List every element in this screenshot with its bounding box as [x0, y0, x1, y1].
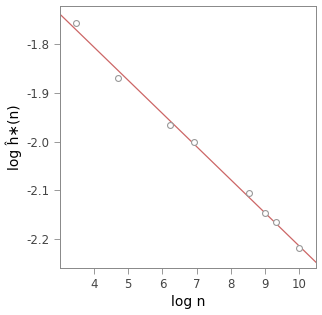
X-axis label: log n: log n [171, 295, 205, 309]
Y-axis label: log ĥ∗(n): log ĥ∗(n) [5, 104, 22, 169]
Point [274, 219, 279, 224]
Point [262, 210, 268, 215]
Point [246, 191, 251, 196]
Point [115, 75, 120, 80]
Point [191, 140, 196, 145]
Point [73, 20, 78, 25]
Point [297, 246, 302, 251]
Point [167, 123, 172, 128]
